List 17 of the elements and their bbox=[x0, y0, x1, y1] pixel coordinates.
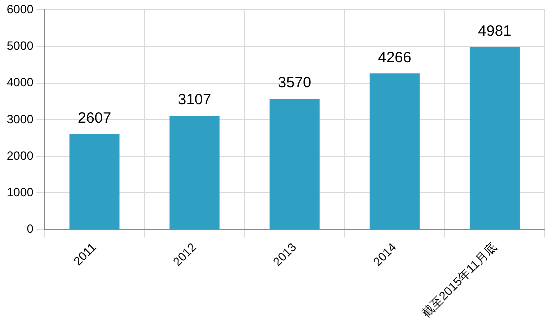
bar bbox=[170, 116, 220, 230]
y-tick-label: 4000 bbox=[6, 76, 34, 90]
bar bbox=[370, 74, 420, 230]
data-label: 3570 bbox=[278, 74, 312, 92]
y-tick-label: 3000 bbox=[6, 112, 34, 126]
y-tick-label: 1000 bbox=[6, 185, 34, 200]
data-label: 4266 bbox=[378, 49, 412, 66]
y-tick-label: 2000 bbox=[6, 148, 34, 163]
data-label: 3107 bbox=[178, 92, 212, 109]
y-tick-label: 6000 bbox=[6, 2, 34, 17]
data-label: 2607 bbox=[78, 110, 112, 127]
y-tick-label: 0 bbox=[27, 222, 34, 236]
bar bbox=[470, 47, 520, 230]
bar bbox=[270, 99, 320, 230]
bar bbox=[70, 134, 120, 230]
y-tick-label: 5000 bbox=[6, 39, 34, 54]
data-label: 4981 bbox=[478, 23, 512, 40]
